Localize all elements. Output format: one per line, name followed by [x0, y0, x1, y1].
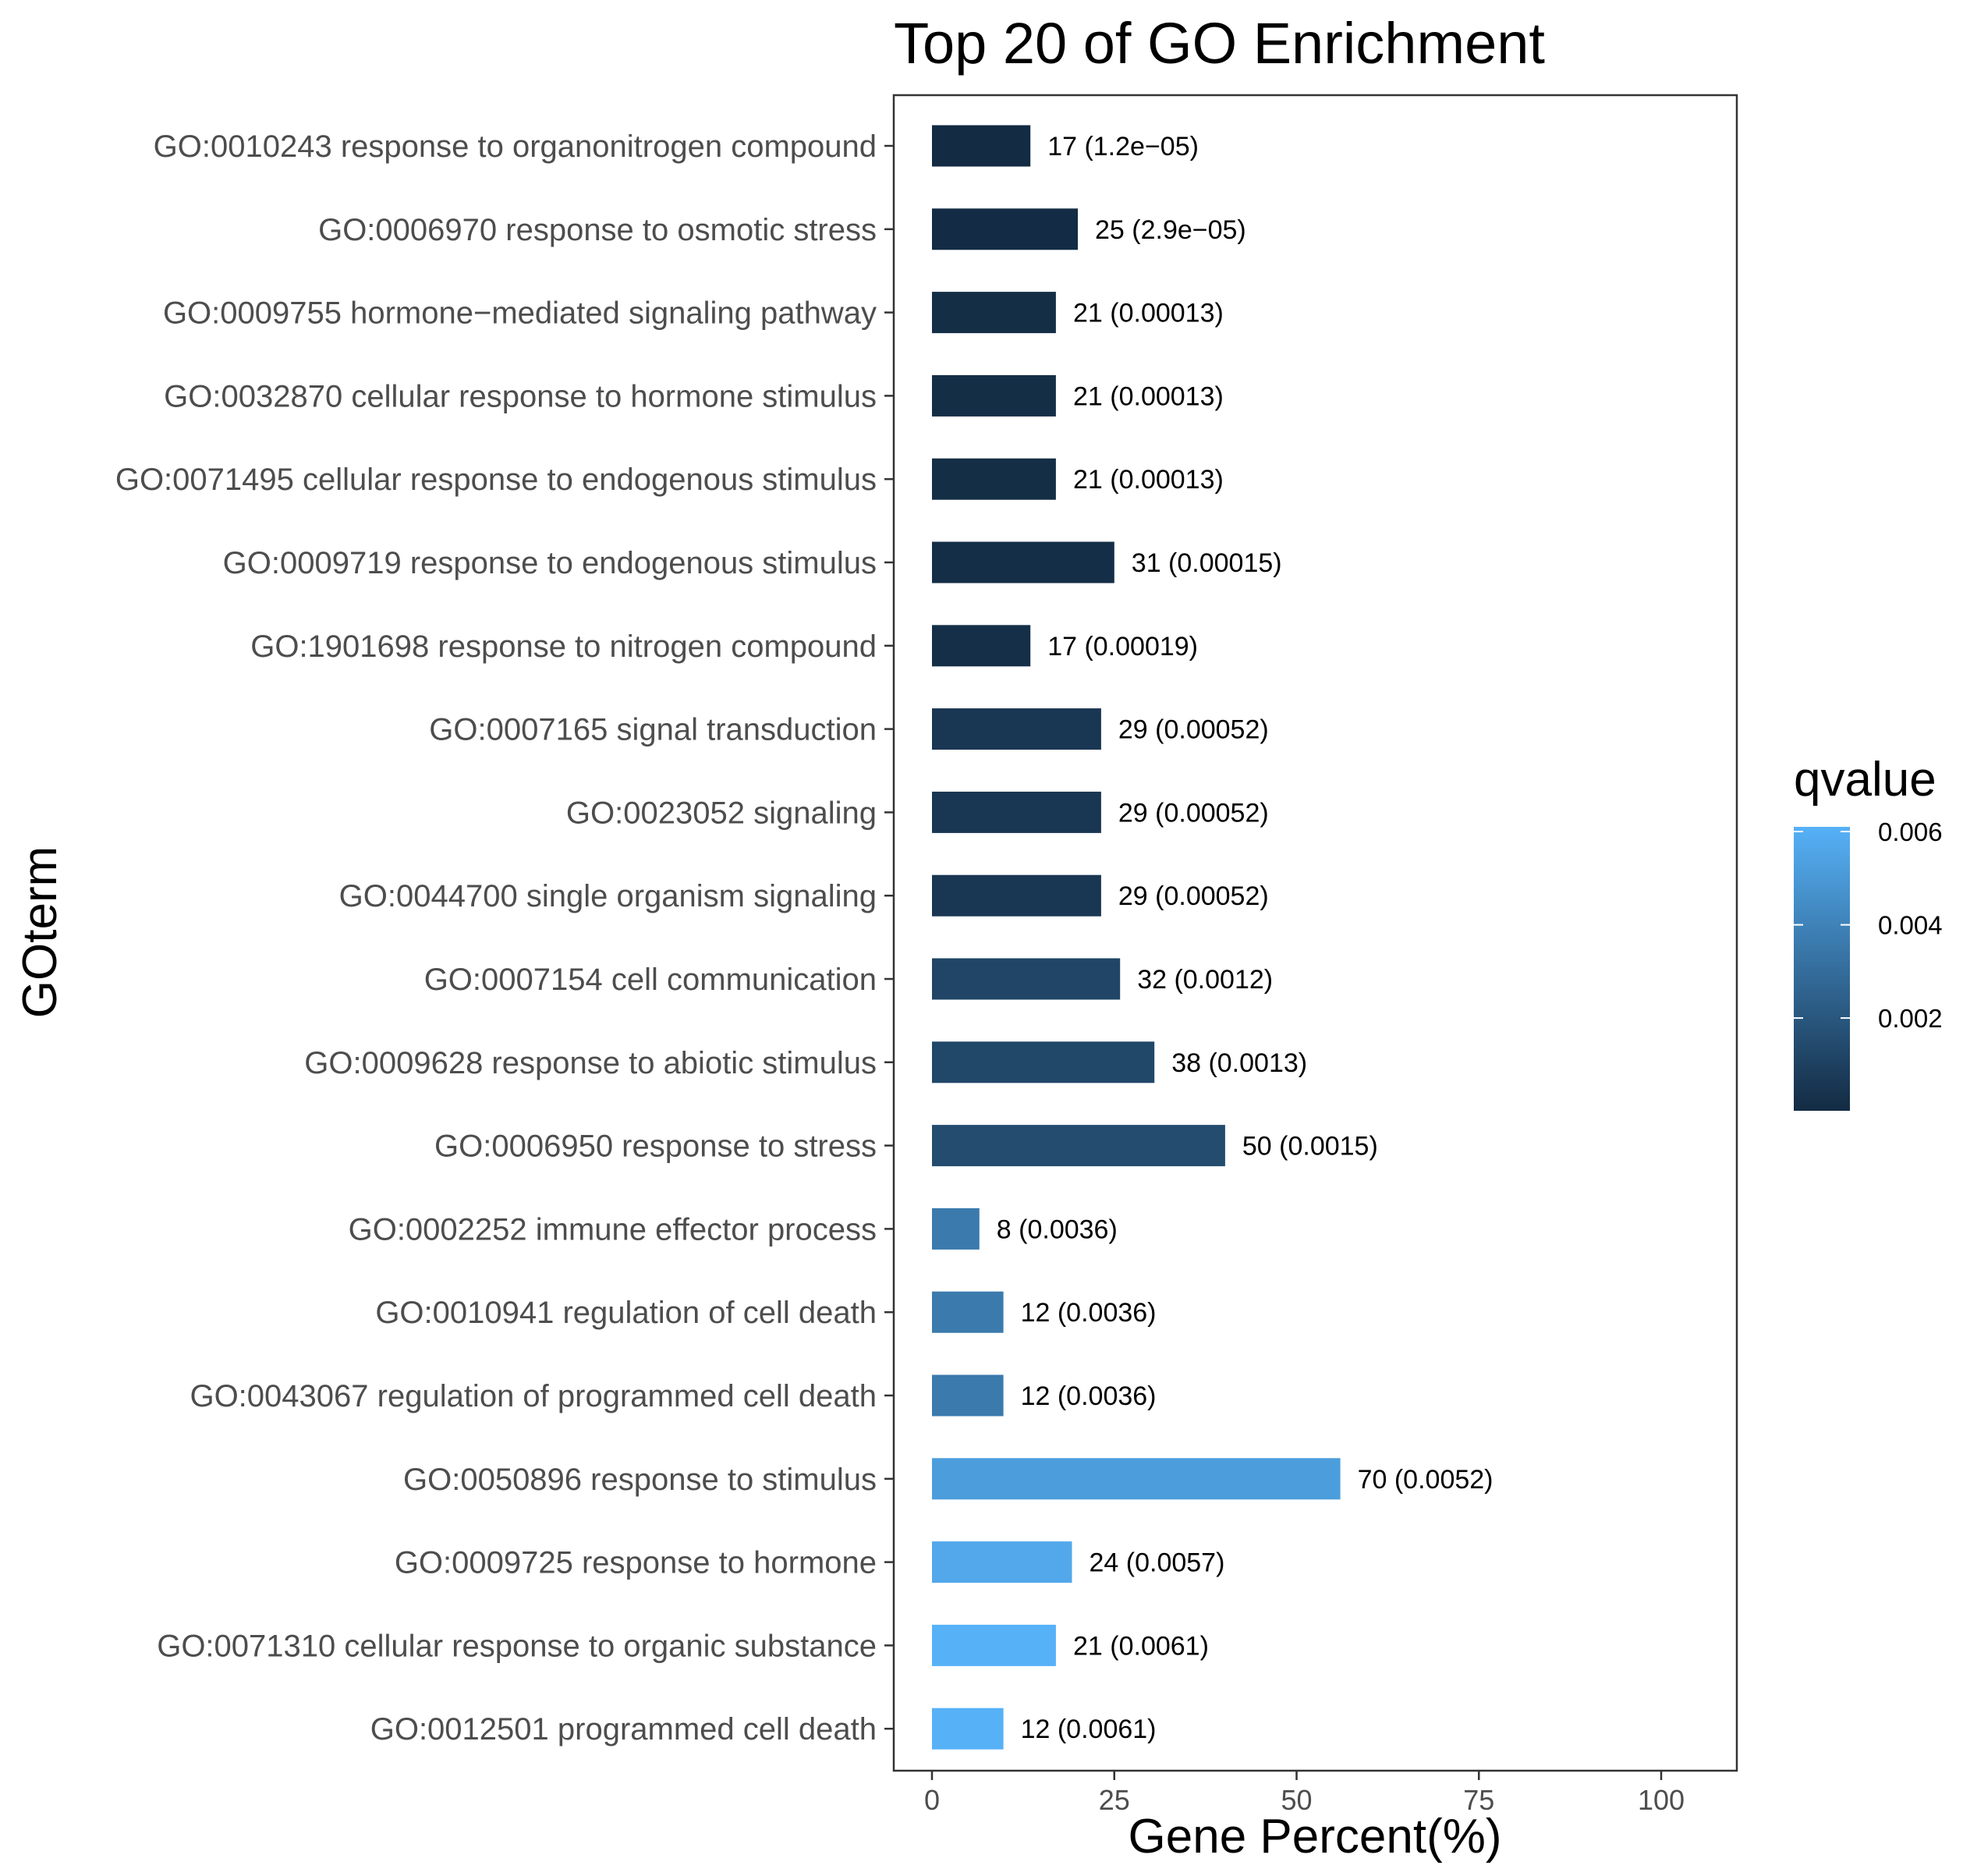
y-tick-label: GO:0009628 response to abiotic stimulus — [304, 1046, 877, 1080]
legend-title: qvalue — [1794, 753, 1936, 807]
y-tick-label: GO:0023052 signaling — [566, 796, 877, 830]
qvalue-legend: qvalue 0.006 0.004 0.002 — [1794, 753, 1943, 1111]
y-tick-label: GO:1901698 response to nitrogen compound — [250, 629, 877, 664]
bar-data-label: 70 (0.0052) — [1358, 1465, 1494, 1495]
y-tick-label: GO:0009719 response to endogenous stimul… — [223, 546, 877, 580]
y-tick-label: GO:0007165 signal transduction — [429, 713, 877, 747]
y-axis-labels: GO:0010243 response to organonitrogen co… — [115, 129, 894, 1747]
bar-data-label: 32 (0.0012) — [1137, 965, 1273, 995]
bar — [932, 791, 1101, 833]
bar — [932, 1624, 1056, 1666]
bar-data-label: 29 (0.00052) — [1118, 881, 1269, 911]
y-tick-label: GO:0002252 immune effector process — [349, 1212, 877, 1247]
bar-data-label: 21 (0.00013) — [1073, 381, 1224, 411]
bar-data-label: 31 (0.00015) — [1132, 548, 1282, 578]
plot-panel — [892, 94, 1738, 1772]
bar — [932, 1458, 1341, 1500]
x-axis-title: Gene Percent(%) — [1129, 1810, 1502, 1864]
bar — [932, 958, 1121, 1000]
bar-data-label: 38 (0.0013) — [1171, 1048, 1307, 1078]
bar-data-label: 24 (0.0057) — [1090, 1548, 1225, 1578]
y-tick-label: GO:0043067 regulation of programmed cell… — [190, 1379, 877, 1413]
bar — [932, 708, 1101, 750]
bar-data-label: 21 (0.00013) — [1073, 465, 1224, 495]
bar — [932, 1291, 1004, 1333]
bar — [932, 1541, 1072, 1583]
legend-tick-label: 0.006 — [1878, 817, 1943, 846]
y-tick-label: GO:0050896 response to stimulus — [403, 1463, 877, 1497]
bar-data-label: 21 (0.00013) — [1073, 299, 1224, 328]
legend-ticks: 0.006 0.004 0.002 — [1794, 817, 1943, 1033]
bar-data-label: 8 (0.0036) — [997, 1215, 1118, 1244]
bar — [932, 541, 1114, 583]
bar — [932, 1125, 1225, 1167]
y-tick-label: GO:0071495 cellular response to endogeno… — [115, 463, 877, 497]
bar-data-label: 25 (2.9e−05) — [1095, 215, 1246, 245]
bar — [932, 625, 1031, 667]
bar — [932, 1708, 1004, 1750]
bar-data-label: 29 (0.00052) — [1118, 715, 1269, 745]
x-tick-label: 25 — [1099, 1784, 1130, 1816]
y-tick-label: GO:0071310 cellular response to organic … — [157, 1629, 877, 1663]
y-axis-title: GOterm — [13, 846, 67, 1018]
y-tick-label: GO:0010941 regulation of cell death — [375, 1296, 877, 1330]
y-tick-label: GO:0007154 cell communication — [424, 963, 877, 997]
y-tick-label: GO:0012501 programmed cell death — [370, 1712, 877, 1747]
x-tick-label: 0 — [924, 1784, 940, 1816]
bar-data-label: 12 (0.0061) — [1021, 1715, 1157, 1744]
bar — [932, 874, 1101, 917]
bar — [932, 1208, 980, 1250]
bar-data-label: 50 (0.0015) — [1242, 1132, 1378, 1161]
bar-data-label: 12 (0.0036) — [1021, 1381, 1157, 1411]
y-tick-label: GO:0032870 cellular response to hormone … — [164, 379, 877, 413]
legend-colorbar — [1794, 827, 1850, 1111]
y-tick-label: GO:0009725 response to hormone — [395, 1546, 877, 1580]
bar — [932, 458, 1056, 500]
chart-title: Top 20 of GO Enrichment — [894, 11, 1545, 76]
bar-data-label: 12 (0.0036) — [1021, 1298, 1157, 1328]
bar — [932, 125, 1031, 167]
bar — [932, 374, 1056, 417]
x-tick-label: 100 — [1638, 1784, 1685, 1816]
y-tick-label: GO:0010243 response to organonitrogen co… — [154, 129, 877, 164]
bar-data-label: 29 (0.00052) — [1118, 798, 1269, 828]
x-tick-label: 50 — [1281, 1784, 1312, 1816]
y-tick-label: GO:0044700 single organism signaling — [339, 879, 877, 913]
x-tick-label: 75 — [1463, 1784, 1494, 1816]
legend-tick-label: 0.004 — [1878, 911, 1943, 940]
bar-data-label: 21 (0.0061) — [1073, 1631, 1209, 1661]
bars-layer: 17 (1.2e−05) 25 (2.9e−05) 21 (0.00013) 21 (… — [932, 125, 1494, 1750]
y-tick-label: GO:0006970 response to osmotic stress — [318, 213, 877, 247]
bar-data-label: 17 (0.00019) — [1047, 632, 1198, 661]
bar — [932, 208, 1078, 250]
bar — [932, 1374, 1004, 1417]
bar — [932, 292, 1056, 334]
x-axis: 0 25 50 75 100 — [924, 1771, 1685, 1816]
y-tick-label: GO:0009755 hormone−mediated signaling pa… — [163, 296, 877, 331]
bar — [932, 1041, 1155, 1083]
bar-data-label: 17 (1.2e−05) — [1047, 132, 1199, 161]
y-tick-label: GO:0006950 response to stress — [434, 1130, 877, 1164]
legend-tick-label: 0.002 — [1878, 1004, 1943, 1033]
